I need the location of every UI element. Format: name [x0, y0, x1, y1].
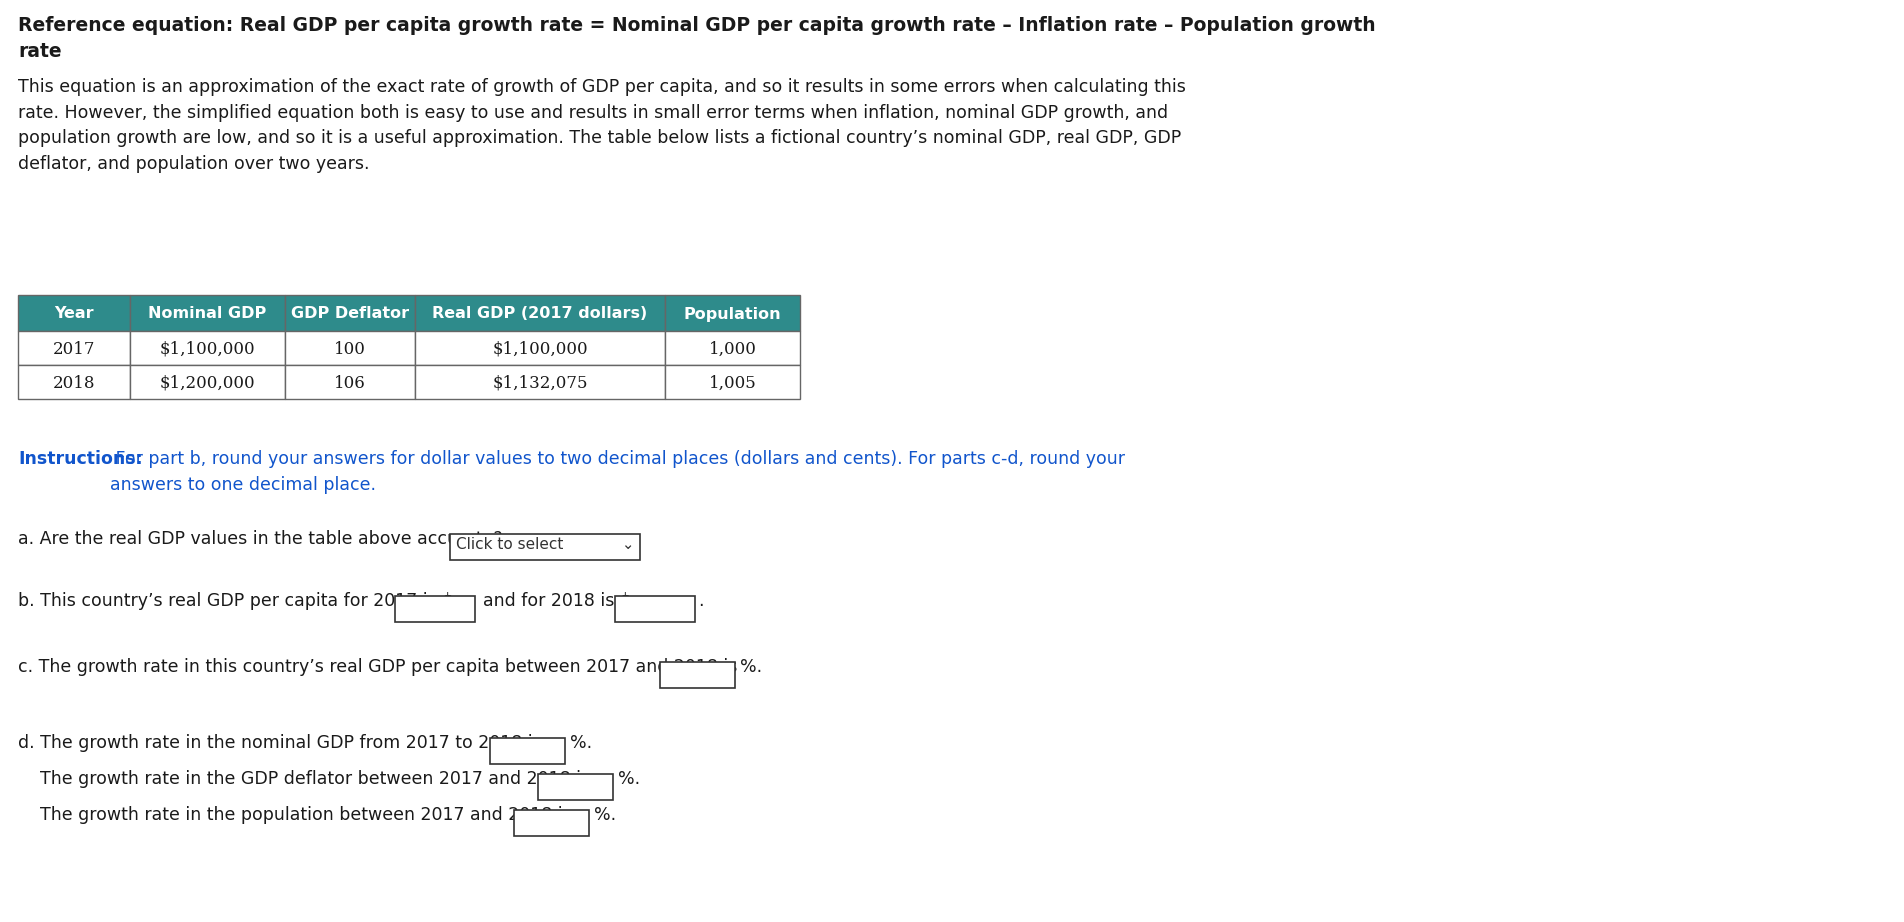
Text: $1,100,000: $1,100,000	[493, 340, 588, 358]
Bar	[661, 662, 735, 688]
Text: For part b, round your answers for dollar values to two decimal places (dollars : For part b, round your answers for dolla…	[110, 450, 1125, 493]
Bar	[489, 738, 565, 764]
Bar	[415, 365, 664, 399]
Bar	[286, 365, 415, 399]
Bar	[664, 365, 800, 399]
Text: %.: %.	[619, 770, 640, 788]
Text: Nominal GDP: Nominal GDP	[149, 306, 267, 322]
Text: 100: 100	[333, 340, 366, 358]
Text: The growth rate in the GDP deflator between 2017 and 2018 is: The growth rate in the GDP deflator betw…	[40, 770, 590, 788]
Text: a. Are the real GDP values in the table above accurate?: a. Are the real GDP values in the table …	[17, 530, 503, 548]
Bar	[17, 365, 129, 399]
Bar	[17, 295, 129, 331]
Text: The growth rate in the population between 2017 and 2018 is: The growth rate in the population betwee…	[40, 806, 571, 824]
Text: ⌄: ⌄	[623, 537, 634, 552]
Bar	[286, 295, 415, 331]
Bar	[286, 331, 415, 365]
Text: d. The growth rate in the nominal GDP from 2017 to 2018 is: d. The growth rate in the nominal GDP fr…	[17, 734, 543, 752]
Text: This equation is an approximation of the exact rate of growth of GDP per capita,: This equation is an approximation of the…	[17, 78, 1186, 173]
Text: Instructions:: Instructions:	[17, 450, 143, 468]
Bar	[449, 534, 640, 560]
Text: Click to select: Click to select	[455, 537, 564, 552]
Bar	[129, 331, 286, 365]
Text: 2017: 2017	[53, 340, 95, 358]
Text: 1,000: 1,000	[708, 340, 756, 358]
Bar	[514, 810, 588, 836]
Bar	[615, 596, 695, 622]
Text: Reference equation: Real GDP per capita growth rate = Nominal GDP per capita gro: Reference equation: Real GDP per capita …	[17, 16, 1375, 35]
Bar	[664, 295, 800, 331]
Bar	[17, 331, 129, 365]
Text: 106: 106	[333, 374, 366, 392]
Bar	[129, 295, 286, 331]
Bar	[664, 331, 800, 365]
Text: c. The growth rate in this country’s real GDP per capita between 2017 and 2018 i: c. The growth rate in this country’s rea…	[17, 658, 737, 676]
Text: .: .	[699, 592, 703, 610]
Text: %.: %.	[569, 734, 592, 752]
Text: %.: %.	[741, 658, 762, 676]
Bar	[415, 331, 664, 365]
Text: Year: Year	[53, 306, 93, 322]
Text: b. This country’s real GDP per capita for 2017 is $: b. This country’s real GDP per capita fo…	[17, 592, 453, 610]
Text: rate: rate	[17, 42, 61, 61]
Bar	[415, 295, 664, 331]
Text: 2018: 2018	[53, 374, 95, 392]
Bar	[129, 365, 286, 399]
Bar	[539, 774, 613, 800]
Text: %.: %.	[594, 806, 617, 824]
Text: and for 2018 is $: and for 2018 is $	[484, 592, 630, 610]
Text: $1,200,000: $1,200,000	[160, 374, 255, 392]
Text: Population: Population	[684, 306, 781, 322]
Bar	[394, 596, 474, 622]
Text: $1,132,075: $1,132,075	[493, 374, 588, 392]
Text: $1,100,000: $1,100,000	[160, 340, 255, 358]
Text: GDP Deflator: GDP Deflator	[291, 306, 409, 322]
Text: Real GDP (2017 dollars): Real GDP (2017 dollars)	[432, 306, 647, 322]
Text: 1,005: 1,005	[708, 374, 756, 392]
